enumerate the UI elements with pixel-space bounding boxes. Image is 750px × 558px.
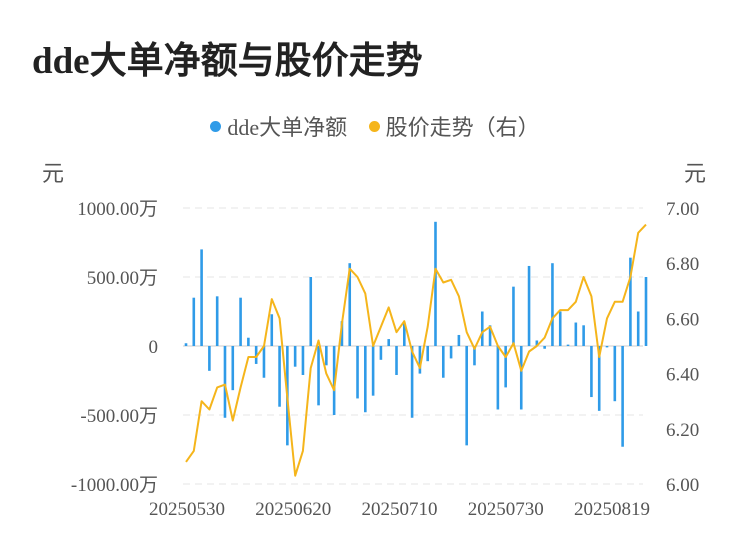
bar [527,265,531,346]
left-tick-label: -1000.00万 [71,475,158,496]
bar [301,346,305,375]
bar [605,346,609,348]
left-tick-label: 1000.00万 [77,199,158,220]
bar [566,344,570,346]
bar [519,346,523,410]
legend-item-dde[interactable]: dde大单净额 [210,110,347,142]
bar [270,314,274,346]
bar [574,322,578,346]
legend-item-price[interactable]: 股价走势（右） [368,110,540,142]
bar [325,346,328,366]
bar [410,346,414,418]
bar [309,277,313,346]
x-tick-label: 20250710 [362,499,438,520]
bar [644,277,648,346]
right-tick-label: 6.80 [666,254,699,275]
bar [621,346,624,447]
bar [543,346,546,349]
bar [364,346,367,413]
bar [239,297,242,346]
bar [613,346,617,402]
bar [262,346,266,378]
bar [348,263,352,346]
bar [582,325,585,346]
left-tick-label: 500.00万 [87,268,158,289]
bar [247,337,250,346]
legend-dot-dde [210,120,222,132]
bar [426,346,429,362]
legend-label-price: 股价走势（右） [385,115,540,140]
bar [184,343,188,346]
bar [473,346,476,366]
bar [590,346,593,398]
bar [356,346,359,399]
bar [254,346,258,364]
bar [332,346,336,415]
legend-dot-price [368,120,380,132]
bar [379,346,383,360]
right-axis-unit: 元 [684,161,707,186]
bar [340,321,344,346]
bar [629,257,632,346]
chart-title: dde大单净额与股价走势 [32,41,423,82]
left-tick-label: 0 [149,337,159,358]
bar [317,346,320,406]
bar [215,296,219,346]
price-line [185,223,647,477]
bar [278,346,281,407]
bar [480,311,484,346]
bar [434,221,437,346]
bar [457,334,461,346]
bar [441,346,445,378]
bar [551,263,554,346]
bar [496,346,500,410]
bar [488,325,492,346]
bar [387,339,391,346]
bar [293,346,297,367]
left-tick-label: -500.00万 [80,406,158,427]
bar [558,311,562,346]
bar [504,346,507,388]
x-tick-label: 20250620 [255,499,331,520]
bar [449,346,453,359]
bar [192,297,196,346]
bar [371,346,375,396]
right-tick-label: 6.20 [666,420,699,441]
right-tick-label: 6.40 [666,365,699,386]
bar [636,311,640,346]
bar [597,346,601,411]
left-axis-unit: 元 [42,161,65,186]
legend: dde大单净额 股价走势（右） [0,110,750,142]
x-tick-label: 20250730 [468,499,544,520]
bar [223,346,227,418]
right-tick-label: 6.60 [666,309,699,330]
x-tick-label: 20250819 [574,499,650,520]
bar [465,346,468,446]
bar [395,346,398,375]
x-tick-label: 20250530 [149,499,225,520]
bar [208,346,211,371]
legend-label-dde: dde大单净额 [227,115,348,140]
bar [418,346,422,374]
bar [231,346,235,391]
bar [535,340,539,346]
right-tick-label: 7.00 [666,199,699,220]
bar [512,286,515,346]
bar [200,249,203,346]
right-tick-label: 6.00 [666,475,699,496]
bar [403,322,406,346]
